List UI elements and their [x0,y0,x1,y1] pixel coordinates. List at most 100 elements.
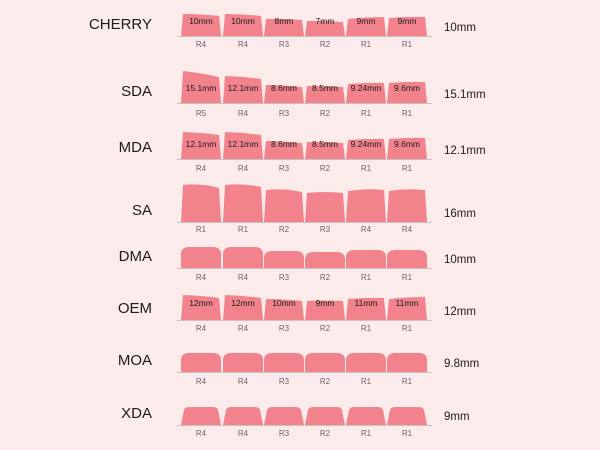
keycap-height-label: 10mm [231,16,255,26]
keycap-row-label: R2 [279,225,290,234]
keycap-row-label: R4 [196,377,207,386]
keycap-row-label: R3 [279,324,290,333]
keycap-row-label: R4 [196,40,207,49]
keycap-height-label: 12mm [189,298,213,308]
profile-name: XDA [121,405,152,422]
keycap-row-label: R1 [361,429,372,438]
keycap [181,184,221,222]
profile-row-xda: XDA R4 R4 R3 R2 R1 R1 9mm [121,405,469,438]
keycap [305,141,345,159]
keycap [387,250,427,268]
keycap-height-label: 12.1mm [186,139,217,149]
profile-height: 9.8mm [444,358,479,370]
keycap-height-label: 11mm [396,298,419,308]
keycap-row-label: R4 [238,40,249,49]
keycap [181,353,221,372]
keycap-row-label: R1 [361,40,372,49]
keycap-height-label: 12.1mm [228,139,259,149]
keycap-row-label: R2 [320,377,331,386]
profile-height: 10mm [444,22,476,34]
keycap [223,14,263,36]
keycap-height-label: 12.1mm [228,83,259,93]
keycap-row-label: R4 [238,377,249,386]
keycap [346,407,386,425]
keycap-row-label: R4 [196,324,207,333]
keycap-height-label: 9mm [316,298,335,308]
keycap-row-label: R1 [196,225,207,234]
keycap-row-label: R4 [196,429,207,438]
profile-name: MDA [119,139,152,156]
keycap [346,17,386,36]
keycap-row-label: R2 [320,164,331,173]
keycap [305,20,345,36]
profile-height: 10mm [444,254,476,266]
keycap [223,184,263,222]
keycap-row-label: R4 [238,273,249,282]
keycap-row-label: R3 [279,40,290,49]
keycap [223,353,263,372]
keycap [387,137,427,159]
profile-height: 9mm [444,411,470,423]
keycap [223,76,263,103]
keycap-height-label: 11mm [355,298,378,308]
profile-name: DMA [119,248,152,265]
keycap [181,247,221,268]
keycap-height-label: 7mm [316,16,335,26]
keycap-row-label: R2 [320,109,331,118]
keycap-row-label: R1 [238,225,249,234]
keycap-row-label: R1 [361,273,372,282]
keycap [223,295,263,320]
keycap [264,189,304,222]
profile-row-moa: MOA R4 R4 R3 R2 R1 R1 9.8mm [118,352,479,386]
keycap [223,132,263,159]
keycap-height-label: 8.6mm [271,83,297,93]
profile-row-mda: MDA 12.1mm R4 12.1mm R4 8.6mm R3 8.5mm R2 9.24mm R… [119,132,486,173]
keycap [181,14,221,36]
keycap [387,16,427,36]
keycap-row-label: R2 [320,429,331,438]
keycap-height-label: 10mm [272,298,296,308]
keycap [181,407,221,425]
profile-row-sda: SDA 15.1mm R5 12.1mm R4 8.6mm R3 8.5mm R2 9.24mm R… [121,71,486,118]
keycap-row-label: R1 [402,429,413,438]
keycap-row-label: R1 [361,109,372,118]
keycap [387,189,427,222]
profile-name: SA [132,202,152,219]
keycap-row-label: R4 [196,273,207,282]
keycap [387,297,427,320]
keycap-height-label: 9.6mm [394,83,420,93]
profile-row-cherry: CHERRY 10mm R4 10mm R4 8mm R3 7mm R2 9mm R1 9mm R1 10… [89,14,476,49]
keycap-height-label: 12mm [231,298,255,308]
keycap-row-label: R3 [279,273,290,282]
keycap [181,295,221,320]
keycap-row-label: R1 [402,164,413,173]
keycap-row-label: R3 [320,225,331,234]
keycap-row-label: R4 [196,164,207,173]
keycap [346,297,386,320]
keycap [305,407,345,425]
keycap [223,247,263,268]
keycap-row-label: R1 [402,324,413,333]
keycap-row-label: R4 [238,429,249,438]
profile-height: 15.1mm [444,89,486,101]
keycap-row-label: R1 [361,324,372,333]
keycap [264,407,304,425]
keycap-row-label: R3 [279,109,290,118]
profile-height: 12.1mm [444,145,486,157]
keycap-height-label: 9.6mm [394,139,420,149]
keycap [305,252,345,268]
profile-name: MOA [118,352,152,369]
keycap [305,300,345,320]
keycap [181,71,221,103]
keycap-row-label: R1 [402,377,413,386]
keycap-row-label: R4 [361,225,372,234]
keycap [181,132,221,159]
keycap-height-label: 8.6mm [271,139,297,149]
keycap [387,81,427,103]
keycap-height-label: 15.1mm [186,83,217,93]
keycap-row-label: R4 [238,324,249,333]
keycap [346,250,386,268]
keycap [264,353,304,372]
keycap-height-label: 8.5mm [312,139,338,149]
